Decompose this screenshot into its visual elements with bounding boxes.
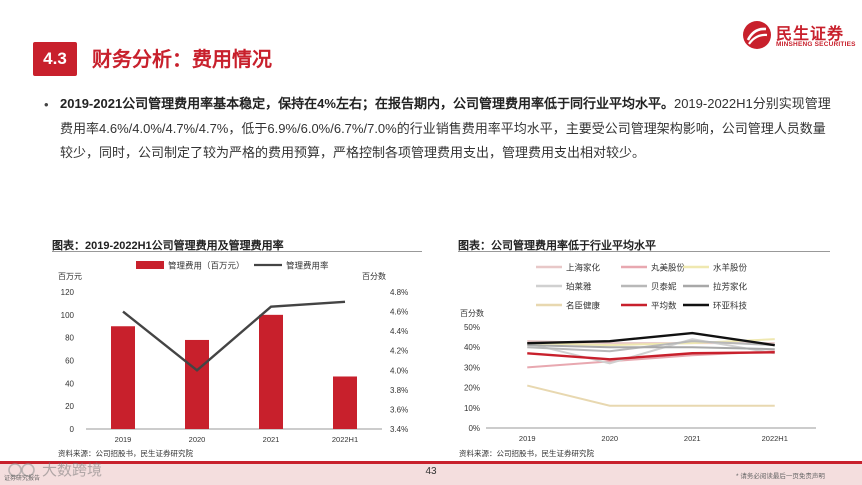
chart1-left-tick-label: 0 bbox=[70, 425, 75, 434]
chart2-legend-label: 水羊股份 bbox=[713, 263, 748, 273]
chart2-series-line bbox=[527, 351, 775, 361]
chart2-y-tick-label: 10% bbox=[464, 404, 480, 413]
brand-logo: 民生证券 MINSHENG SECURITIES bbox=[742, 20, 856, 54]
section-number-badge: 4.3 bbox=[33, 42, 77, 76]
chart1-left-tick-label: 60 bbox=[65, 357, 74, 366]
brand-logo-icon bbox=[743, 21, 771, 49]
chart1-right-tick-label: 4.0% bbox=[390, 366, 408, 375]
chart1-rate-line bbox=[122, 300, 346, 372]
page-number: 43 bbox=[425, 466, 437, 477]
page-title: 财务分析：费用情况 bbox=[92, 49, 272, 71]
chart2-x-tick-label: 2020 bbox=[601, 434, 618, 443]
chart1-title: 图表：2019-2022H1公司管理费用及管理费用率 bbox=[52, 240, 284, 252]
chart2-legend-label: 珀莱雅 bbox=[566, 282, 592, 292]
brand-name-en: MINSHENG SECURITIES bbox=[776, 41, 856, 48]
chart2-legend-label: 丸美股份 bbox=[651, 263, 686, 273]
summary-paragraph: 2019-2021公司管理费用率基本稳定，保持在4%左右；在报告期内，公司管理费… bbox=[60, 92, 832, 166]
summary-lead: 2019-2021公司管理费用率基本稳定，保持在4%左右；在报告期内，公司管理费… bbox=[60, 96, 674, 111]
chart2-y-axis-unit: 百分数 bbox=[460, 308, 484, 318]
chart2-y-tick-label: 20% bbox=[464, 384, 480, 393]
footer-band bbox=[0, 461, 862, 485]
chart1-right-axis-unit: 百分数 bbox=[362, 271, 386, 281]
chart2-legend-label: 贝泰妮 bbox=[651, 282, 677, 292]
chart2-y-tick-label: 50% bbox=[464, 323, 480, 332]
chart2-legend-label: 上海家化 bbox=[566, 263, 601, 273]
chart1-x-tick-label: 2021 bbox=[263, 435, 280, 444]
chart1-right-tick-label: 4.4% bbox=[390, 327, 408, 336]
chart1-bar bbox=[259, 314, 283, 429]
chart1-bar bbox=[185, 339, 209, 429]
chart2-series-line bbox=[527, 340, 775, 353]
chart1-right-tick-label: 3.6% bbox=[390, 405, 408, 414]
chart2-series-line bbox=[527, 338, 775, 347]
chart2-x-tick-label: 2019 bbox=[519, 434, 536, 443]
chart2-y-tick-label: 0% bbox=[468, 424, 480, 433]
bullet-marker: • bbox=[44, 97, 49, 112]
chart1-bar bbox=[111, 326, 135, 429]
chart1-title-rule bbox=[52, 251, 422, 252]
chart1-right-tick-label: 4.2% bbox=[390, 347, 408, 356]
chart2-x-tick-label: 2022H1 bbox=[762, 434, 788, 443]
chart1-legend-bar-label: 管理费用（百万元） bbox=[168, 261, 245, 271]
chart1-legend-line-label: 管理费用率 bbox=[286, 261, 329, 271]
chart2-legend-label: 拉芳家化 bbox=[713, 282, 748, 292]
chart1-left-axis-unit: 百万元 bbox=[58, 272, 82, 281]
chart1-left-tick-label: 120 bbox=[61, 288, 75, 297]
chart1-left-tick-label: 80 bbox=[65, 334, 74, 343]
chart1-left-tick-label: 100 bbox=[61, 311, 75, 320]
chart1-bar bbox=[333, 376, 357, 429]
chart2-title: 图表：公司管理费用率低于行业平均水平 bbox=[458, 240, 656, 252]
chart1-x-tick-label: 2019 bbox=[115, 435, 132, 444]
brand-name: 民生证券 bbox=[776, 26, 845, 43]
chart2-series-line bbox=[527, 344, 775, 351]
chart2-series-line bbox=[527, 338, 775, 365]
chart2-legend-label: 环亚科技 bbox=[713, 301, 748, 311]
footer-accent-bar bbox=[0, 461, 862, 464]
chart1-legend-bar-swatch bbox=[136, 261, 164, 269]
chart2-y-tick-label: 40% bbox=[464, 343, 480, 352]
chart2-y-tick-label: 30% bbox=[464, 363, 480, 372]
chart2-series-line bbox=[527, 331, 775, 347]
chart1-right-tick-label: 4.8% bbox=[390, 288, 408, 297]
chart2-source: 资料来源：公司招股书，民生证券研究院 bbox=[459, 449, 594, 458]
chart1-x-tick-label: 2022H1 bbox=[332, 435, 358, 444]
footer-report-label: 证券研究报告 bbox=[4, 476, 41, 482]
chart1-right-tick-label: 3.4% bbox=[390, 425, 408, 434]
chart1-right-tick-label: 3.8% bbox=[390, 386, 408, 395]
chart1-left-tick-label: 40 bbox=[65, 379, 74, 388]
disclaimer-note: * 请务必阅读最后一页免责声明 bbox=[736, 473, 825, 480]
summary-body: 2019-2022H1分别实现管理费用率4.6%/4.0%/4.7%/4.7%，… bbox=[60, 96, 831, 160]
chart1-source: 资料来源：公司招股书，民生证券研究院 bbox=[58, 449, 193, 458]
chart2-legend-label: 名臣健康 bbox=[566, 301, 601, 311]
chart2-series-line bbox=[527, 384, 775, 407]
chart1-x-tick-label: 2020 bbox=[189, 435, 206, 444]
chart2-legend-label: 平均数 bbox=[651, 301, 677, 311]
watermark-logo-icon bbox=[8, 463, 35, 477]
chart2-title-rule bbox=[458, 251, 830, 252]
chart2-x-tick-label: 2021 bbox=[684, 434, 701, 443]
watermark-text: 大数跨境 bbox=[42, 462, 103, 479]
chart1-right-tick-label: 4.6% bbox=[390, 308, 408, 317]
chart1-left-tick-label: 20 bbox=[65, 402, 74, 411]
